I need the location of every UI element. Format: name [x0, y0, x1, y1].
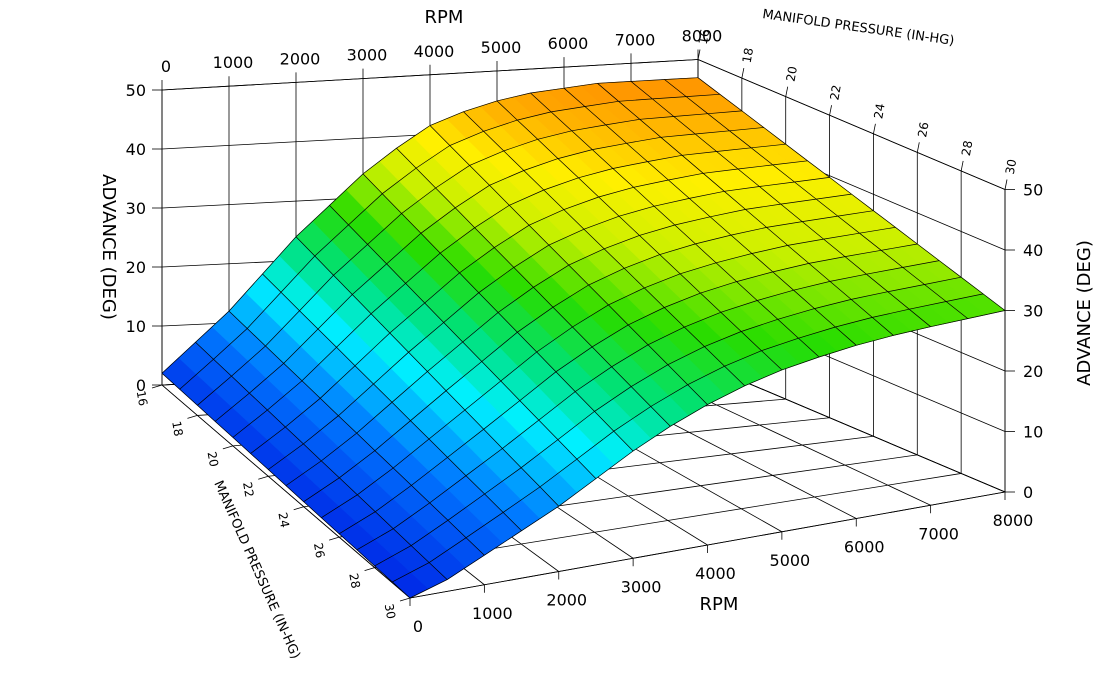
advance-axis-label-left: ADVANCE (DEG) [98, 174, 119, 320]
rpm-tick-label-front: 0 [413, 617, 423, 636]
axis-tick [364, 567, 375, 571]
map-tick-label-front: 22 [240, 481, 256, 498]
rpm-tick-label-back: 3000 [347, 46, 388, 65]
advance-tick-label-left: 50 [126, 81, 146, 100]
map-tick-label-back: 22 [827, 84, 843, 101]
mesh-line-map [285, 193, 852, 486]
mesh-line-map [179, 93, 720, 390]
axis-tick [187, 415, 198, 419]
axis-tick [293, 506, 304, 511]
map-tick-label-front: 18 [169, 420, 185, 437]
rpm-tick-label-front: 6000 [844, 538, 885, 557]
axis-tick [222, 445, 233, 450]
advance-tick-label-right: 20 [1023, 362, 1043, 381]
rpm-tick-label-back: 4000 [414, 42, 455, 61]
rpm-tick-label-back: 5000 [481, 38, 522, 57]
axis-tick [916, 142, 920, 153]
rpm-tick-label-back: 2000 [280, 49, 321, 68]
surface-mesh [161, 77, 1006, 599]
advance-tick-label-left: 10 [126, 317, 146, 336]
map-tick-label-front: 28 [346, 572, 362, 589]
rpm-tick-label-back: 7000 [615, 30, 656, 49]
map-tick-label-back: 28 [959, 139, 975, 156]
rpm-tick-label-front: 1000 [472, 604, 513, 623]
axis-tick [399, 597, 411, 602]
map-tick-label-front: 20 [205, 450, 221, 467]
rpm-tick-label-front: 5000 [770, 551, 811, 570]
advance-tick-label-left: 40 [126, 140, 146, 159]
map-axis-label-front: MANIFOLD PRESSURE (IN-HG) [210, 479, 302, 662]
mesh-line-map [409, 310, 1006, 599]
advance-tick-label-left: 20 [126, 258, 146, 277]
advance-tick-label-right: 30 [1023, 302, 1043, 321]
map-tick-label-back: 20 [784, 65, 800, 82]
mesh-line-map [356, 260, 940, 551]
map-tick-label-back: 16 [696, 28, 712, 45]
mesh-line-map [197, 110, 742, 406]
rpm-tick-label-front: 4000 [695, 564, 736, 583]
axis-tick [329, 536, 340, 541]
mesh-line-map [232, 143, 786, 438]
advance-axis-label-right: ADVANCE (DEG) [1074, 240, 1095, 386]
rpm-tick-label-front: 8000 [993, 511, 1034, 530]
mesh-line-map [392, 293, 984, 583]
mesh-line-map [303, 210, 874, 502]
mesh-line-map [374, 276, 962, 567]
advance-tick-label-right: 50 [1023, 181, 1043, 200]
rpm-tick-label-front: 7000 [918, 524, 959, 543]
map-tick-label-back: 30 [1003, 158, 1019, 175]
rpm-axis-label-front: RPM [700, 594, 739, 615]
axis-tick [785, 86, 789, 97]
rpm-tick-label-back: 8000 [682, 27, 723, 46]
mesh-line-map [161, 77, 699, 374]
map-tick-label-front: 26 [311, 542, 327, 559]
mesh-line-map [321, 226, 896, 518]
rpm-tick-label-back: 1000 [213, 53, 254, 72]
right-wall-gridline [697, 59, 1006, 190]
mesh-line-map [214, 127, 764, 422]
map-tick-label-back: 24 [871, 102, 887, 119]
advance-tick-label-right: 0 [1023, 483, 1033, 502]
rpm-tick-label-front: 2000 [546, 591, 587, 610]
rpm-axis-label-back: RPM [425, 7, 464, 28]
mesh-line-map [268, 177, 830, 470]
axis-tick [741, 67, 745, 79]
rpm-tick-label-front: 3000 [621, 577, 662, 596]
map-tick-label-back: 18 [740, 47, 756, 64]
map-tick-label-front: 24 [275, 511, 291, 528]
axis-tick [960, 160, 964, 172]
mesh-line-map [250, 160, 808, 454]
axis-tick [258, 475, 269, 480]
advance-tick-label-left: 30 [126, 199, 146, 218]
axis-tick [873, 123, 876, 134]
map-tick-label-back: 26 [915, 121, 931, 138]
rpm-tick-label-back: 0 [161, 57, 171, 76]
floor-gridline [161, 384, 411, 599]
axis-tick [829, 105, 832, 116]
axis-tick [1004, 179, 1008, 190]
map-tick-label-front: 16 [134, 390, 150, 407]
advance-tick-label-left: 0 [136, 376, 146, 395]
axis-tick [697, 49, 701, 60]
axis-tick [151, 384, 163, 389]
mesh-line-map [338, 243, 918, 535]
advance-tick-label-right: 10 [1023, 423, 1043, 442]
map-tick-label-front: 30 [382, 603, 398, 620]
rpm-tick-label-back: 6000 [548, 34, 589, 53]
map-axis-label-back: MANIFOLD PRESSURE (IN-HG) [761, 7, 955, 49]
advance-tick-label-right: 40 [1023, 241, 1043, 260]
